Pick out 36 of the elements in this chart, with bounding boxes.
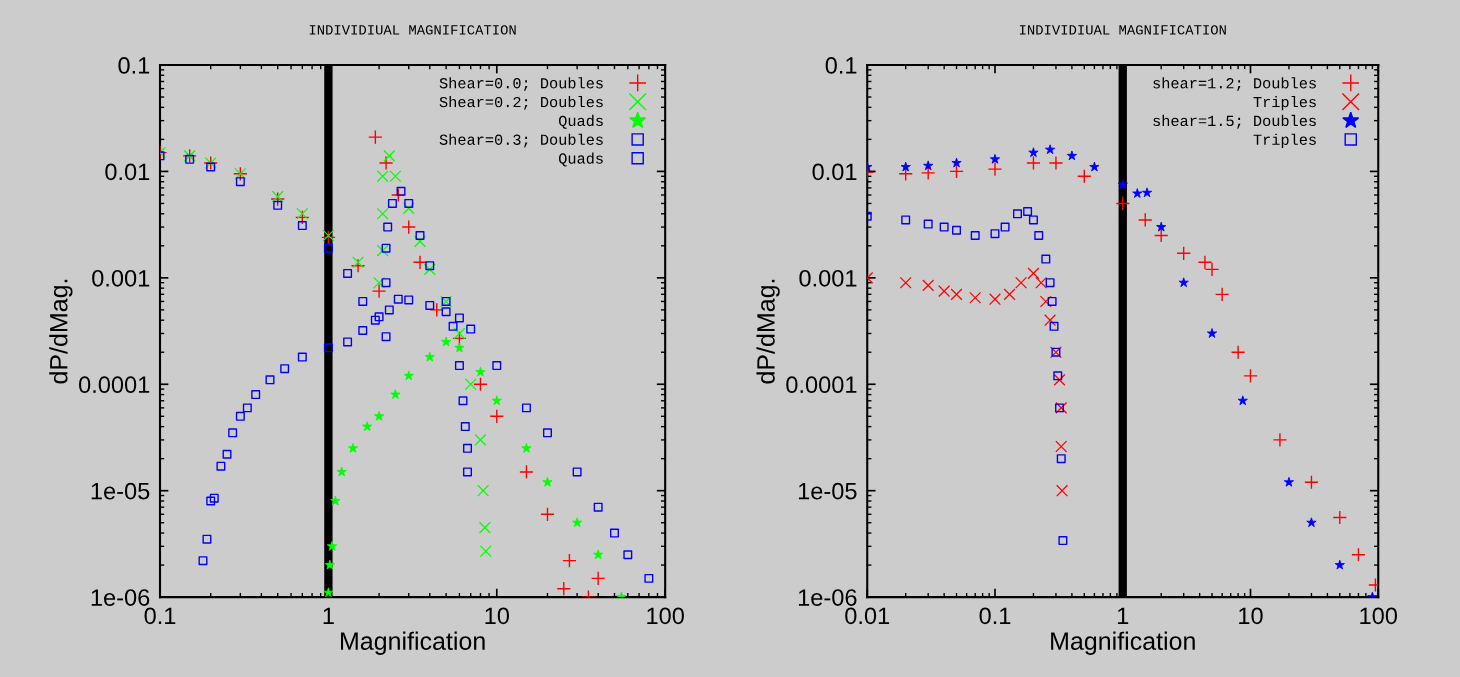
legend-label: Triples bbox=[1253, 96, 1316, 111]
y-axis-title: dP/dMag. bbox=[49, 279, 73, 384]
y-axis-title: dP/dMag. bbox=[756, 279, 780, 384]
x-tick-label: 100 bbox=[647, 607, 684, 625]
x-tick-label: 10 bbox=[485, 607, 509, 625]
legend-label: Shear=0.3; Doubles bbox=[439, 133, 603, 148]
x-axis-title: Magnification bbox=[341, 631, 485, 655]
chart-title: INDIVIDIUAL MAGNIFICATION bbox=[1019, 25, 1226, 35]
y-tick-label: 0.01 bbox=[812, 163, 857, 181]
legend-label: Shear=0.0; Doubles bbox=[439, 77, 603, 91]
y-tick-label: 0.0001 bbox=[786, 376, 857, 394]
y-tick-label: 0.1 bbox=[825, 57, 857, 74]
y-tick-label: 1e-05 bbox=[91, 482, 150, 500]
legend-label: shear=1.2; Doubles bbox=[1153, 77, 1316, 91]
y-tick-label: 1e-06 bbox=[798, 589, 857, 606]
x-axis-title: Magnification bbox=[1051, 631, 1195, 655]
y-tick-label: 0.01 bbox=[105, 163, 150, 181]
x-tick-label: 10 bbox=[1239, 607, 1263, 625]
legend-label: shear=1.5; Doubles bbox=[1153, 114, 1316, 129]
y-tick-label: 0.0001 bbox=[79, 376, 150, 394]
chart-title: INDIVIDIUAL MAGNIFICATION bbox=[309, 25, 516, 35]
y-tick-label: 1e-05 bbox=[798, 482, 857, 500]
x-tick-label: 1 bbox=[323, 607, 334, 624]
legend-label: Quads bbox=[558, 114, 603, 129]
x-tick-label: 0.1 bbox=[144, 607, 176, 625]
legend-label: Quads bbox=[558, 152, 603, 167]
y-tick-label: 0.1 bbox=[118, 57, 150, 74]
x-tick-label: 0.01 bbox=[845, 607, 890, 625]
y-tick-label: 0.001 bbox=[799, 269, 857, 287]
x-tick-label: 0.1 bbox=[979, 607, 1011, 625]
x-tick-label: 100 bbox=[1360, 607, 1398, 625]
x-tick-label: 1 bbox=[1117, 607, 1129, 624]
y-tick-label: 1e-06 bbox=[91, 589, 150, 606]
y-tick-label: 0.001 bbox=[92, 269, 150, 287]
legend-label: Shear=0.2; Doubles bbox=[439, 96, 603, 110]
legend-label: Triples bbox=[1253, 133, 1316, 148]
